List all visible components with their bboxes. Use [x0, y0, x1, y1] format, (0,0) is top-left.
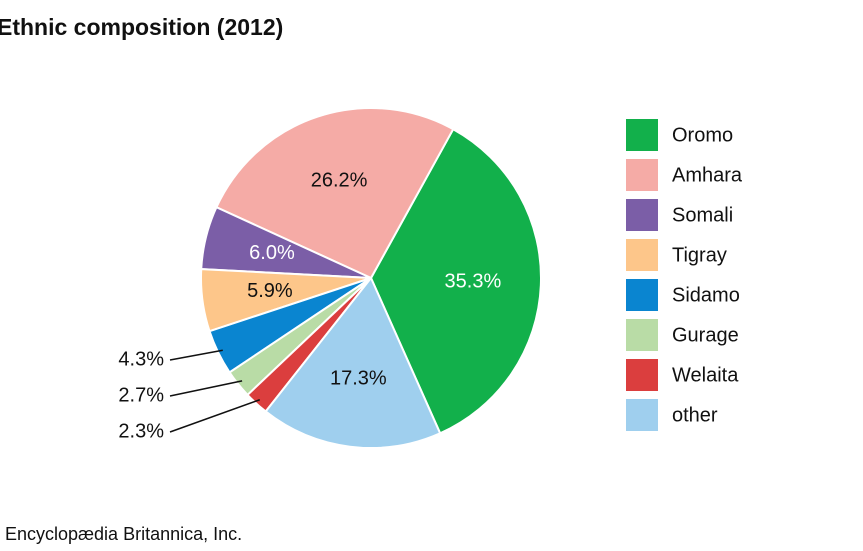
legend-label: Somali	[672, 204, 733, 226]
value-label: 2.3%	[118, 420, 164, 442]
value-label: 2.7%	[118, 384, 164, 406]
legend-swatch	[626, 239, 658, 271]
value-label: 5.9%	[247, 280, 293, 302]
legend-label: Welaita	[672, 364, 739, 386]
legend-label: other	[672, 404, 718, 426]
value-label: 35.3%	[445, 271, 502, 293]
legend-swatch	[626, 319, 658, 351]
leader-line	[169, 380, 243, 397]
pie-slice	[215, 107, 455, 280]
value-label: 4.3%	[118, 348, 164, 370]
legend-swatch	[626, 119, 658, 151]
value-label: 6.0%	[249, 242, 295, 264]
legend-label: Oromo	[672, 124, 733, 146]
leader-line	[169, 349, 223, 361]
leader-line	[169, 399, 261, 433]
legend-swatch	[626, 199, 658, 231]
legend-label: Sidamo	[672, 284, 740, 306]
value-label: 17.3%	[330, 367, 387, 389]
legend-swatch	[626, 159, 658, 191]
legend-label: Tigray	[672, 244, 727, 266]
legend-label: Gurage	[672, 324, 739, 346]
legend-swatch	[626, 399, 658, 431]
chart-title: Ethnic composition (2012)	[0, 14, 283, 40]
value-label: 26.2%	[311, 169, 368, 191]
legend-swatch	[626, 359, 658, 391]
pie-slice	[264, 276, 442, 449]
pie-slice	[369, 127, 542, 435]
source: Encyclopædia Britannica, Inc.	[5, 524, 242, 544]
legend-label: Amhara	[672, 164, 743, 186]
legend-swatch	[626, 279, 658, 311]
